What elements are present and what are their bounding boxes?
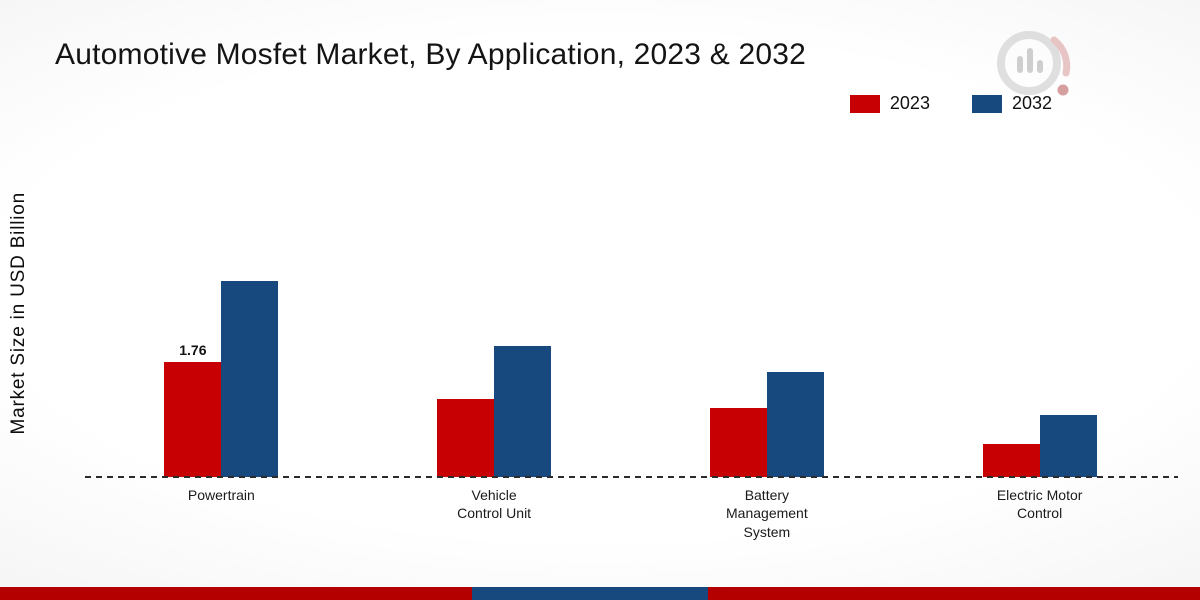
x-axis-tick-label-battery-management-system: Battery Management System [726,487,808,540]
brand-logo-icon [997,31,1071,96]
legend-swatch-2023 [849,94,880,113]
bar-2032-battery-management-system [766,372,824,477]
legend-item-2032: 2032 [971,93,1052,114]
chart-title: Automotive Mosfet Market, By Application… [55,38,807,71]
legend-item-2023: 2023 [849,93,930,114]
legend: 2023 2032 [849,93,1052,114]
plot-area: 1.76 Powertrain Vehicle Control Unit Batter… [85,150,1176,540]
footer-bar [0,587,1200,600]
bar-group-electric-motor-control: Electric Motor Control [982,150,1097,521]
bar-2023-electric-motor-control [982,444,1040,477]
bar-group-vehicle-control-unit: Vehicle Control Unit [437,150,552,521]
x-axis-tick-label-powertrain: Powertrain [187,487,255,503]
bar-2032-powertrain [221,280,279,477]
y-axis-label: Market Size in USD Billion [8,192,29,435]
legend-label-2023: 2023 [889,93,930,113]
legend-swatch-2032 [971,94,1002,113]
bar-2032-electric-motor-control [1039,414,1097,477]
legend-label-2032: 2032 [1011,93,1052,113]
x-axis-tick-label-electric-motor-control: Electric Motor Control [996,487,1083,522]
bar-value-label: 1.76 [179,341,207,358]
bar-group-battery-management-system: Battery Management System [709,150,824,540]
bar-2032-vehicle-control-unit [494,346,552,477]
x-axis-line [85,476,1178,478]
x-axis-tick-label-vehicle-control-unit: Vehicle Control Unit [457,487,532,522]
bar-2023-vehicle-control-unit [437,398,495,477]
bar-2023-powertrain: 1.76 [164,342,222,477]
bar-group-powertrain: 1.76 Powertrain [164,150,279,503]
bar-2023-battery-management-system [709,408,767,477]
footer-accent-segment [471,587,708,600]
